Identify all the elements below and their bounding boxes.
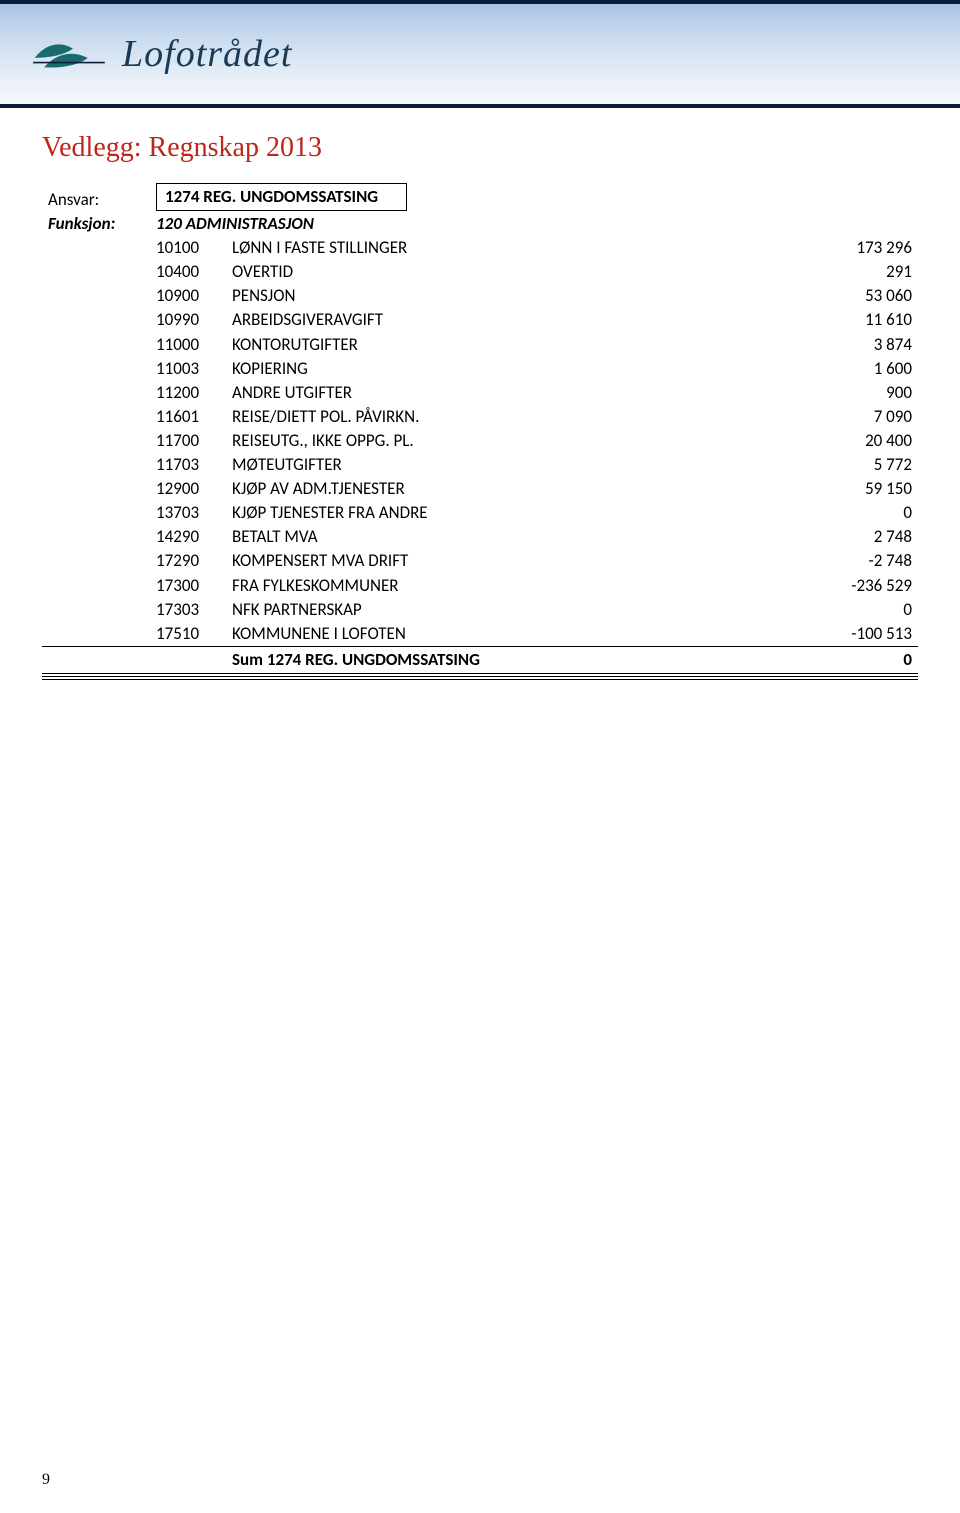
table-row: 17303NFK PARTNERSKAP0 — [42, 598, 918, 622]
row-code: 11703 — [150, 453, 226, 477]
row-desc: KOMMUNENE I LOFOTEN — [226, 622, 776, 647]
table-row: 11200ANDRE UTGIFTER900 — [42, 381, 918, 405]
row-code: 11003 — [150, 357, 226, 381]
table-row: 10100LØNN I FASTE STILLINGER173 296 — [42, 236, 918, 260]
row-code: 11601 — [150, 405, 226, 429]
row-value: 1 600 — [776, 357, 918, 381]
table-row: 11003KOPIERING1 600 — [42, 357, 918, 381]
bird-logo-icon — [30, 24, 108, 84]
funksjon-row: Funksjon: 120 ADMINISTRASJON — [42, 212, 918, 236]
row-desc: ARBEIDSGIVERAVGIFT — [226, 308, 776, 332]
row-value: 173 296 — [776, 236, 918, 260]
row-value: -2 748 — [776, 549, 918, 573]
row-desc: FRA FYLKESKOMMUNER — [226, 574, 776, 598]
row-desc: REISE/DIETT POL. PÅVIRKN. — [226, 405, 776, 429]
row-value: 59 150 — [776, 477, 918, 501]
table-row: 13703KJØP TJENESTER FRA ANDRE0 — [42, 501, 918, 525]
row-desc: OVERTID — [226, 260, 776, 284]
row-code: 17510 — [150, 622, 226, 647]
row-code: 17300 — [150, 574, 226, 598]
row-desc: KJØP AV ADM.TJENESTER — [226, 477, 776, 501]
row-value: 7 090 — [776, 405, 918, 429]
sum-label: Sum 1274 REG. UNGDOMSSATSING — [226, 646, 776, 675]
ansvar-label: Ansvar: — [42, 182, 150, 212]
page-header: Lofotrådet — [0, 0, 960, 108]
row-value: 20 400 — [776, 429, 918, 453]
table-bottom-rule — [42, 679, 918, 680]
table-row: 10400OVERTID291 — [42, 260, 918, 284]
table-row: 11000KONTORUTGIFTER3 874 — [42, 333, 918, 357]
sum-value: 0 — [776, 646, 918, 675]
row-value: 291 — [776, 260, 918, 284]
row-code: 13703 — [150, 501, 226, 525]
row-code: 14290 — [150, 525, 226, 549]
row-code: 11000 — [150, 333, 226, 357]
ansvar-row: Ansvar: 1274 REG. UNGDOMSSATSING — [42, 182, 918, 212]
row-desc: LØNN I FASTE STILLINGER — [226, 236, 776, 260]
table-row: 10900PENSJON53 060 — [42, 284, 918, 308]
row-code: 10100 — [150, 236, 226, 260]
table-row: 17290KOMPENSERT MVA DRIFT-2 748 — [42, 549, 918, 573]
funksjon-value: 120 ADMINISTRASJON — [150, 212, 918, 236]
page-number: 9 — [42, 1471, 50, 1489]
row-desc: MØTEUTGIFTER — [226, 453, 776, 477]
row-value: 0 — [776, 501, 918, 525]
row-desc: BETALT MVA — [226, 525, 776, 549]
row-value: 53 060 — [776, 284, 918, 308]
brand-text: Lofotrådet — [122, 32, 292, 76]
row-code: 11700 — [150, 429, 226, 453]
table-row: 10990ARBEIDSGIVERAVGIFT11 610 — [42, 308, 918, 332]
page-title: Vedlegg: Regnskap 2013 — [42, 132, 918, 164]
row-value: -236 529 — [776, 574, 918, 598]
row-code: 10990 — [150, 308, 226, 332]
table-row: 17300FRA FYLKESKOMMUNER-236 529 — [42, 574, 918, 598]
row-desc: ANDRE UTGIFTER — [226, 381, 776, 405]
row-code: 17303 — [150, 598, 226, 622]
row-code: 12900 — [150, 477, 226, 501]
row-code: 17290 — [150, 549, 226, 573]
table-row: 17510KOMMUNENE I LOFOTEN-100 513 — [42, 622, 918, 647]
row-value: 11 610 — [776, 308, 918, 332]
row-desc: NFK PARTNERSKAP — [226, 598, 776, 622]
row-value: 2 748 — [776, 525, 918, 549]
ansvar-value: 1274 REG. UNGDOMSSATSING — [156, 183, 407, 211]
table-row: 11703MØTEUTGIFTER5 772 — [42, 453, 918, 477]
row-value: 0 — [776, 598, 918, 622]
row-desc: PENSJON — [226, 284, 776, 308]
row-desc: KOMPENSERT MVA DRIFT — [226, 549, 776, 573]
table-row: 11601REISE/DIETT POL. PÅVIRKN.7 090 — [42, 405, 918, 429]
row-code: 10400 — [150, 260, 226, 284]
table-row: 12900KJØP AV ADM.TJENESTER59 150 — [42, 477, 918, 501]
table-row: 14290BETALT MVA2 748 — [42, 525, 918, 549]
row-desc: KOPIERING — [226, 357, 776, 381]
row-value: 5 772 — [776, 453, 918, 477]
funksjon-label: Funksjon: — [42, 212, 150, 236]
row-desc: KJØP TJENESTER FRA ANDRE — [226, 501, 776, 525]
row-code: 11200 — [150, 381, 226, 405]
header-gradient: Lofotrådet — [0, 4, 960, 104]
row-value: 3 874 — [776, 333, 918, 357]
row-code: 10900 — [150, 284, 226, 308]
row-value: -100 513 — [776, 622, 918, 647]
regnskap-table: Ansvar: 1274 REG. UNGDOMSSATSING Funksjo… — [42, 182, 918, 677]
brand-logo: Lofotrådet — [30, 24, 292, 84]
row-value: 900 — [776, 381, 918, 405]
table-row: 11700REISEUTG., IKKE OPPG. PL.20 400 — [42, 429, 918, 453]
sum-row: Sum 1274 REG. UNGDOMSSATSING0 — [42, 646, 918, 675]
row-desc: REISEUTG., IKKE OPPG. PL. — [226, 429, 776, 453]
row-desc: KONTORUTGIFTER — [226, 333, 776, 357]
